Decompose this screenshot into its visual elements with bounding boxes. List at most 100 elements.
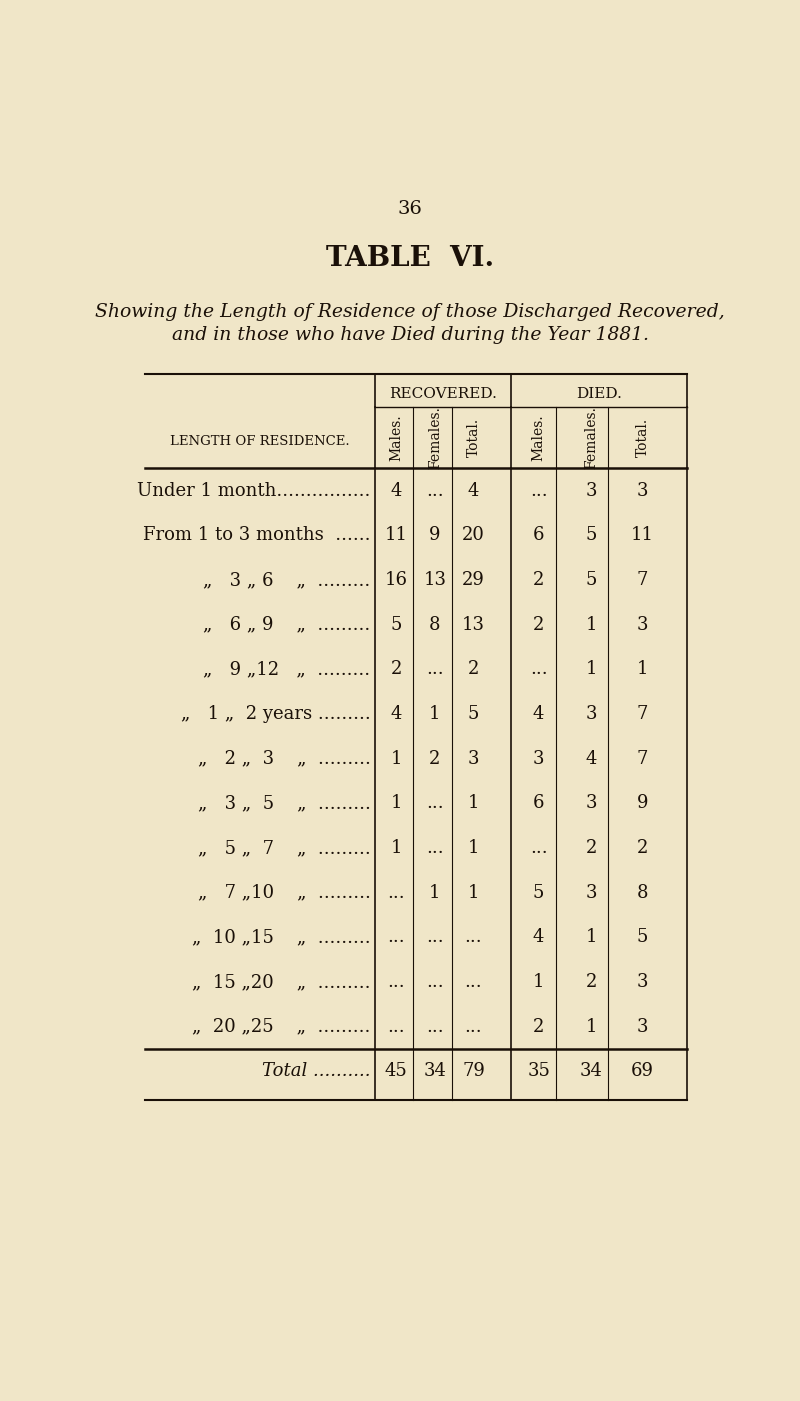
Text: 45: 45	[385, 1062, 407, 1080]
Text: „   3 „  5    „  .........: „ 3 „ 5 „ .........	[198, 794, 370, 813]
Text: 3: 3	[637, 615, 648, 633]
Text: 6: 6	[533, 527, 545, 545]
Text: 1: 1	[586, 929, 597, 946]
Text: 36: 36	[398, 200, 422, 219]
Text: Females.: Females.	[428, 406, 442, 469]
Text: 4: 4	[533, 705, 544, 723]
Text: 1: 1	[429, 884, 441, 902]
Text: Females.: Females.	[584, 406, 598, 469]
Text: 1: 1	[390, 750, 402, 768]
Text: 4: 4	[533, 929, 544, 946]
Text: „   3 „ 6    „  .........: „ 3 „ 6 „ .........	[203, 572, 370, 588]
Text: 2: 2	[533, 1017, 544, 1035]
Text: 13: 13	[462, 615, 485, 633]
Text: 2: 2	[586, 839, 597, 857]
Text: 9: 9	[637, 794, 648, 813]
Text: 3: 3	[533, 750, 545, 768]
Text: 3: 3	[468, 750, 479, 768]
Text: 4: 4	[390, 705, 402, 723]
Text: 9: 9	[429, 527, 441, 545]
Text: ...: ...	[465, 929, 482, 946]
Text: 5: 5	[390, 615, 402, 633]
Text: ...: ...	[530, 660, 547, 678]
Text: „   7 „10    „  .........: „ 7 „10 „ .........	[198, 884, 370, 902]
Text: Males.: Males.	[532, 415, 546, 461]
Text: 8: 8	[637, 884, 648, 902]
Text: 1: 1	[468, 794, 479, 813]
Text: ...: ...	[465, 974, 482, 991]
Text: 1: 1	[468, 884, 479, 902]
Text: Total.: Total.	[635, 417, 650, 457]
Text: „   6 „ 9    „  .........: „ 6 „ 9 „ .........	[203, 615, 370, 633]
Text: ...: ...	[387, 974, 405, 991]
Text: 1: 1	[637, 660, 648, 678]
Text: Under 1 month................: Under 1 month................	[137, 482, 370, 500]
Text: 8: 8	[429, 615, 441, 633]
Text: DIED.: DIED.	[576, 387, 622, 401]
Text: 1: 1	[586, 660, 597, 678]
Text: 29: 29	[462, 572, 485, 588]
Text: 1: 1	[429, 705, 441, 723]
Text: 3: 3	[637, 974, 648, 991]
Text: 3: 3	[586, 705, 597, 723]
Text: Showing the Length of Residence of those Discharged Recovered,: Showing the Length of Residence of those…	[95, 303, 725, 321]
Text: ...: ...	[465, 1017, 482, 1035]
Text: „   1 „  2 years .........: „ 1 „ 2 years .........	[181, 705, 370, 723]
Text: ...: ...	[530, 482, 547, 500]
Text: 2: 2	[637, 839, 648, 857]
Text: 34: 34	[580, 1062, 602, 1080]
Text: ...: ...	[426, 839, 444, 857]
Text: 5: 5	[586, 572, 597, 588]
Text: 4: 4	[390, 482, 402, 500]
Text: 3: 3	[586, 482, 597, 500]
Text: From 1 to 3 months  ......: From 1 to 3 months ......	[143, 527, 370, 545]
Text: 20: 20	[462, 527, 485, 545]
Text: 1: 1	[586, 615, 597, 633]
Text: 2: 2	[533, 615, 544, 633]
Text: 4: 4	[586, 750, 597, 768]
Text: 2: 2	[586, 974, 597, 991]
Text: „   2 „  3    „  .........: „ 2 „ 3 „ .........	[198, 750, 370, 768]
Text: ...: ...	[426, 660, 444, 678]
Text: 3: 3	[637, 482, 648, 500]
Text: 11: 11	[385, 527, 407, 545]
Text: „   5 „  7    „  .........: „ 5 „ 7 „ .........	[198, 839, 370, 857]
Text: 5: 5	[533, 884, 544, 902]
Text: ...: ...	[426, 794, 444, 813]
Text: 1: 1	[468, 839, 479, 857]
Text: RECOVERED.: RECOVERED.	[389, 387, 497, 401]
Text: 69: 69	[631, 1062, 654, 1080]
Text: ...: ...	[426, 974, 444, 991]
Text: 1: 1	[533, 974, 545, 991]
Text: 1: 1	[390, 839, 402, 857]
Text: 13: 13	[423, 572, 446, 588]
Text: 7: 7	[637, 750, 648, 768]
Text: and in those who have Died during the Year 1881.: and in those who have Died during the Ye…	[171, 326, 649, 345]
Text: Total ..........: Total ..........	[262, 1062, 370, 1080]
Text: „  20 „25    „  .........: „ 20 „25 „ .........	[192, 1017, 370, 1035]
Text: 2: 2	[468, 660, 479, 678]
Text: 3: 3	[586, 794, 597, 813]
Text: 11: 11	[631, 527, 654, 545]
Text: ...: ...	[387, 929, 405, 946]
Text: ...: ...	[530, 839, 547, 857]
Text: „  15 „20    „  .........: „ 15 „20 „ .........	[192, 974, 370, 991]
Text: ...: ...	[426, 929, 444, 946]
Text: 5: 5	[586, 527, 597, 545]
Text: „  10 „15    „  .........: „ 10 „15 „ .........	[192, 929, 370, 946]
Text: 2: 2	[533, 572, 544, 588]
Text: 3: 3	[586, 884, 597, 902]
Text: 7: 7	[637, 705, 648, 723]
Text: 5: 5	[637, 929, 648, 946]
Text: Total.: Total.	[466, 417, 481, 457]
Text: 35: 35	[527, 1062, 550, 1080]
Text: ...: ...	[426, 482, 444, 500]
Text: 1: 1	[390, 794, 402, 813]
Text: 16: 16	[385, 572, 407, 588]
Text: 3: 3	[637, 1017, 648, 1035]
Text: 34: 34	[423, 1062, 446, 1080]
Text: 4: 4	[468, 482, 479, 500]
Text: ...: ...	[426, 1017, 444, 1035]
Text: TABLE  VI.: TABLE VI.	[326, 245, 494, 272]
Text: 6: 6	[533, 794, 545, 813]
